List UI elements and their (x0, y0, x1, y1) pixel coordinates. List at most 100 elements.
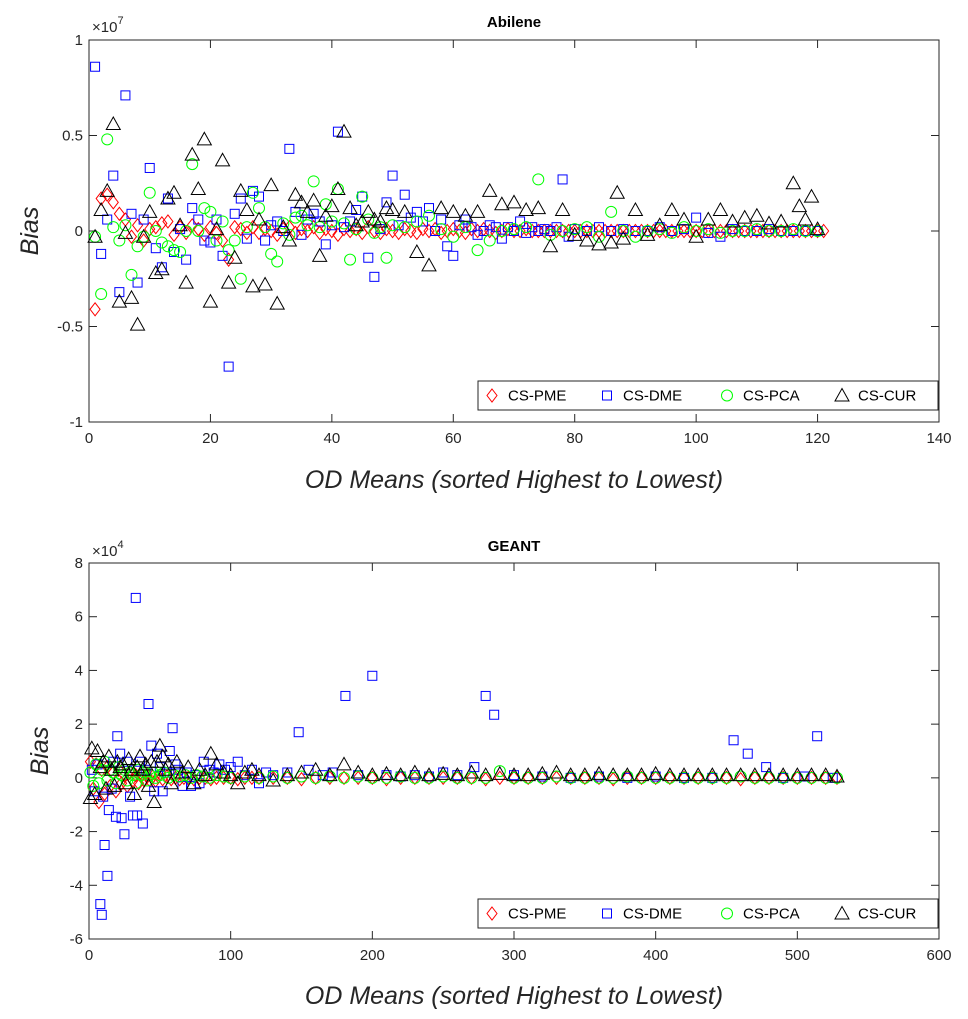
data-point (120, 90, 131, 101)
data-point (254, 191, 264, 202)
legend-label: CS-DME (623, 388, 682, 405)
data-point (137, 818, 148, 829)
data-point (369, 271, 380, 282)
data-point (351, 204, 362, 215)
data-point (321, 767, 338, 782)
data-point (308, 208, 319, 219)
data-point (110, 811, 121, 822)
data-point (356, 190, 369, 203)
y-tick-label: 0.5 (62, 128, 83, 145)
x-tick-label: 400 (643, 947, 668, 964)
data-point (556, 225, 569, 237)
data-point (749, 770, 761, 786)
data-point (263, 177, 279, 192)
legend-marker (721, 907, 733, 920)
data-point (125, 268, 138, 281)
y-tick-label: 2 (75, 716, 83, 733)
data-point (409, 243, 425, 259)
data-point (465, 221, 478, 237)
data-point (661, 767, 678, 782)
data-point (493, 765, 506, 778)
data-point (405, 223, 417, 239)
x-tick-label: 0 (85, 947, 93, 964)
data-point (254, 778, 264, 789)
y-tick-label: 8 (75, 555, 83, 572)
data-point (103, 805, 114, 816)
x-tick-labels: 0 20 40 60 80 100 120 140 (85, 40, 952, 447)
data-point (374, 225, 387, 241)
data-point (108, 170, 119, 181)
data-point (338, 221, 350, 237)
data-point (235, 221, 247, 237)
data-point (380, 771, 393, 784)
data-point (542, 238, 559, 253)
data-point (309, 771, 322, 784)
data-point (664, 770, 676, 786)
data-point (140, 777, 157, 792)
data-point (101, 133, 114, 146)
data-point (96, 909, 107, 920)
data-point (232, 756, 243, 767)
data-point (490, 222, 501, 233)
data-point (603, 234, 619, 249)
data-point (554, 201, 571, 216)
data-point (311, 247, 328, 262)
data-point (130, 592, 141, 603)
data-point (155, 236, 168, 249)
data-point (430, 226, 441, 236)
data-point (326, 223, 338, 239)
data-point (174, 246, 187, 259)
legend-marker (486, 388, 498, 403)
data-point (724, 213, 741, 228)
data-point (340, 690, 351, 701)
data-point (198, 227, 210, 243)
data-point (451, 770, 463, 786)
data-point (307, 761, 324, 776)
data-point (125, 791, 136, 802)
data-point (240, 221, 253, 234)
data-point (229, 775, 246, 790)
data-point (223, 361, 234, 372)
data-point (448, 250, 459, 261)
data-point (168, 753, 185, 768)
data-point (424, 203, 434, 214)
data-point (605, 205, 618, 218)
data-point (126, 208, 137, 219)
data-point (565, 772, 576, 783)
data-point (222, 767, 239, 782)
data-point (342, 200, 358, 215)
data-point (469, 762, 480, 773)
data-point (287, 186, 304, 201)
data-point (496, 233, 507, 244)
data-point (166, 184, 182, 199)
data-point (714, 226, 727, 239)
data-point (205, 237, 216, 248)
data-point (210, 225, 223, 241)
data-point (301, 223, 314, 239)
data-point (198, 202, 211, 215)
data-point (651, 217, 668, 232)
data-point (787, 223, 800, 236)
data-point (338, 217, 350, 230)
data-point (344, 223, 356, 239)
data-point (317, 207, 334, 222)
data-point (820, 770, 832, 786)
data-point (484, 220, 495, 231)
data-point (100, 748, 117, 763)
data-point (593, 771, 605, 784)
data-point (324, 198, 340, 213)
data-point (226, 249, 243, 264)
y-tick-label: -1 (70, 414, 83, 431)
data-point (533, 226, 544, 236)
data-point (202, 293, 219, 308)
data-point (483, 234, 496, 247)
data-point (301, 219, 314, 232)
data-point (423, 209, 435, 222)
x-tick-label: 140 (926, 430, 951, 447)
y-axis-label: Bias (16, 207, 44, 256)
data-point (639, 226, 656, 241)
data-point (398, 221, 411, 234)
data-point (234, 272, 247, 285)
y-tick-labels: -1 -0.5 0 0.5 1 (57, 32, 939, 431)
